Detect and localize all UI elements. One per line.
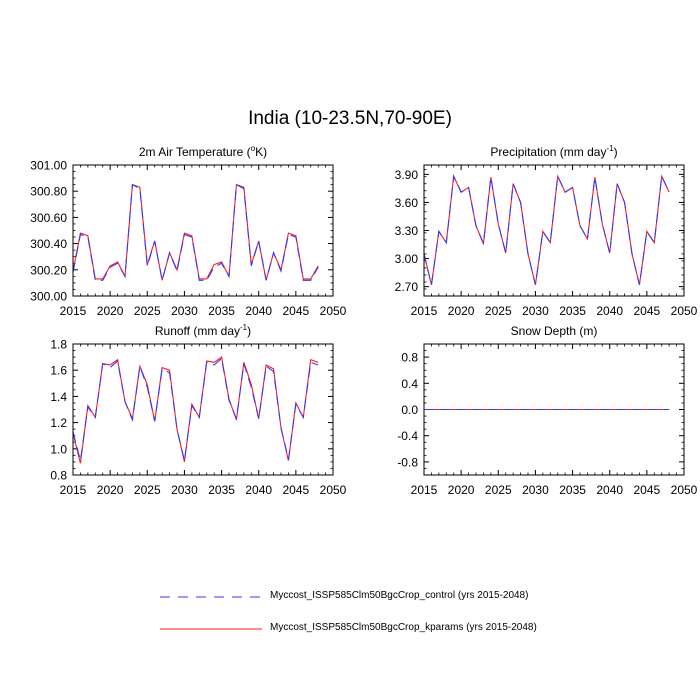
x-tick-label: 2020 (97, 304, 124, 318)
y-tick-label: 3.00 (395, 252, 419, 266)
y-tick-label: 1.8 (50, 338, 67, 352)
x-tick-label: 2040 (245, 483, 272, 497)
y-tick-label: 0.8 (50, 469, 67, 483)
series-line-control (72, 357, 319, 461)
panel-title: 2m Air Temperature (oK) (139, 144, 267, 159)
y-tick-label: 1.6 (50, 364, 67, 378)
x-tick-label: 2030 (171, 304, 198, 318)
y-tick-label: 3.30 (395, 224, 419, 238)
x-tick-label: 2020 (448, 483, 475, 497)
y-tick-label: 300.20 (30, 263, 67, 277)
y-tick-label: 3.90 (395, 168, 419, 182)
y-tick-label: 1.4 (50, 390, 67, 404)
x-tick-label: 2035 (208, 483, 235, 497)
panel-title: Runoff (mm day-1) (155, 323, 251, 338)
x-tick-label: 2025 (134, 304, 161, 318)
figure-title: India (10-23.5N,70-90E) (248, 108, 452, 129)
x-tick-label: 2050 (320, 483, 347, 497)
x-tick-label: 2045 (283, 304, 310, 318)
x-tick-label: 2015 (60, 483, 87, 497)
x-tick-label: 2050 (671, 483, 698, 497)
x-tick-label: 2030 (522, 304, 549, 318)
y-tick-label: 300.40 (30, 237, 67, 251)
x-tick-label: 2035 (559, 304, 586, 318)
y-tick-label: 1.0 (50, 442, 67, 456)
y-tick-label: 0.8 (401, 351, 418, 365)
x-tick-label: 2040 (245, 304, 272, 318)
x-tick-label: 2025 (485, 483, 512, 497)
x-tick-label: 2020 (448, 304, 475, 318)
x-tick-label: 2035 (208, 304, 235, 318)
chart-panel-3: Runoff (mm day-1) 2015 2020 2025 2030 2035 204… (50, 323, 346, 497)
y-tick-label: -0.4 (397, 429, 418, 443)
panel-title: Snow Depth (m) (511, 324, 598, 338)
series-line-kparams (72, 183, 319, 281)
y-tick-label: -0.8 (397, 455, 418, 469)
x-tick-label: 2050 (671, 304, 698, 318)
x-tick-label: 2015 (411, 483, 438, 497)
x-tick-label: 2050 (320, 304, 347, 318)
x-tick-label: 2035 (559, 483, 586, 497)
legend (160, 596, 262, 630)
y-tick-label: 300.60 (30, 211, 67, 225)
x-tick-label: 2025 (134, 483, 161, 497)
y-tick-label: 3.60 (395, 196, 419, 210)
y-tick-label: 300.80 (30, 185, 67, 199)
chart-panel-1: 2m Air Temperature (oK) 2015 2020 2025 2030 2… (30, 144, 346, 318)
plot-frame (423, 343, 685, 476)
y-tick-label: 300.00 (30, 290, 67, 304)
plot-frame (72, 343, 334, 476)
x-tick-label: 2040 (596, 483, 623, 497)
legend-label-kparams: Myccost_ISSP585Clm50BgcCrop_kparams (yrs… (270, 622, 537, 633)
x-tick-label: 2030 (171, 483, 198, 497)
plot-frame (423, 164, 685, 297)
series-line-control (423, 174, 670, 285)
y-tick-label: 301.00 (30, 159, 67, 173)
x-tick-label: 2045 (634, 304, 661, 318)
x-tick-label: 2045 (283, 483, 310, 497)
y-tick-label: 2.70 (395, 280, 419, 294)
x-tick-label: 2020 (97, 483, 124, 497)
legend-label-control: Myccost_ISSP585Clm50BgcCrop_control (yrs… (270, 590, 529, 601)
x-tick-label: 2045 (634, 483, 661, 497)
x-tick-label: 2015 (411, 304, 438, 318)
y-tick-label: 0.0 (401, 403, 418, 417)
chart-panel-2: Precipitation (mm day-1) 2015 2020 2025 2030… (395, 144, 698, 318)
x-tick-label: 2030 (522, 483, 549, 497)
panel-title: Precipitation (mm day-1) (490, 144, 617, 159)
chart-panel-4: Snow Depth (m) 2015 2020 2025 2030 2035 2040 20… (397, 324, 697, 497)
x-tick-label: 2040 (596, 304, 623, 318)
series-line-kparams (72, 356, 319, 464)
series-line-control (72, 183, 319, 281)
x-tick-label: 2015 (60, 304, 87, 318)
plot-frame (72, 164, 334, 297)
x-tick-label: 2025 (485, 304, 512, 318)
y-tick-label: 0.4 (401, 377, 418, 391)
y-tick-label: 1.2 (50, 416, 67, 430)
